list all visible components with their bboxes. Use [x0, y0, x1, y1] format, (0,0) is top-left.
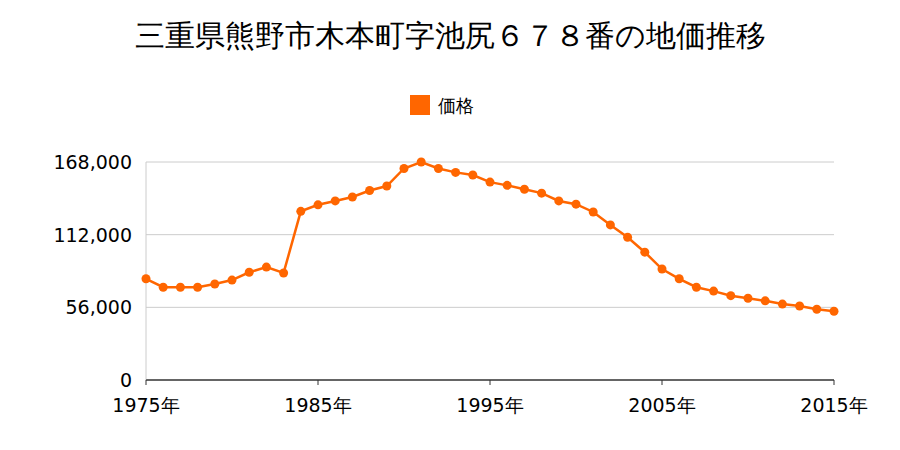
x-tick [146, 380, 147, 385]
point [554, 196, 563, 205]
point [589, 207, 598, 216]
point [830, 307, 839, 316]
x-tick [490, 380, 491, 385]
x-tick [318, 380, 319, 385]
point [382, 182, 391, 191]
point [606, 220, 615, 229]
point [417, 158, 426, 167]
point [296, 207, 305, 216]
point [331, 196, 340, 205]
point [451, 168, 460, 177]
x-tick-label: 1995年 [456, 394, 523, 416]
point [503, 181, 512, 190]
point [365, 186, 374, 195]
point [812, 305, 821, 314]
point [520, 185, 529, 194]
point [210, 279, 219, 288]
x-tick-label: 1985年 [284, 394, 351, 416]
point [675, 274, 684, 283]
point [434, 164, 443, 173]
line [146, 162, 834, 311]
point [468, 170, 477, 179]
point [486, 178, 495, 187]
grid-line [146, 234, 834, 235]
legend-label: 価格 [438, 95, 474, 116]
point [623, 233, 632, 242]
point [795, 302, 804, 311]
y-tick-label: 56,000 [66, 296, 132, 318]
point [348, 193, 357, 202]
y-tick-label: 0 [120, 369, 132, 391]
point [709, 287, 718, 296]
plot-data [142, 158, 839, 316]
x-tick [662, 380, 663, 385]
title: 三重県熊野市木本町字池尻６７８番の地価推移 [135, 18, 766, 53]
point [761, 296, 770, 305]
grid-line [146, 162, 834, 163]
point [245, 268, 254, 277]
point [640, 248, 649, 257]
legend-swatch [410, 95, 430, 115]
point [142, 274, 151, 283]
point [744, 294, 753, 303]
point [279, 268, 288, 277]
x-tick-label: 1975年 [112, 394, 179, 416]
legend: 価格 [410, 95, 474, 116]
grid-line [146, 307, 834, 308]
point [314, 200, 323, 209]
point [193, 283, 202, 292]
x-tick [834, 380, 835, 385]
point [262, 263, 271, 272]
y-tick-label: 112,000 [53, 224, 132, 246]
point [692, 283, 701, 292]
x-tick-label: 2005年 [628, 394, 695, 416]
y-tick-label: 168,000 [53, 151, 132, 173]
point [778, 300, 787, 309]
point [726, 291, 735, 300]
point [176, 283, 185, 292]
x-tick-label: 2015年 [800, 394, 867, 416]
y-axis-line [146, 162, 147, 380]
point [537, 189, 546, 198]
point [572, 200, 581, 209]
point [658, 265, 667, 274]
chart: 三重県熊野市木本町字池尻６７８番の地価推移 0 56,000 112,000 168,0… [0, 0, 900, 450]
point [228, 276, 237, 285]
point [400, 164, 409, 173]
point [159, 283, 168, 292]
